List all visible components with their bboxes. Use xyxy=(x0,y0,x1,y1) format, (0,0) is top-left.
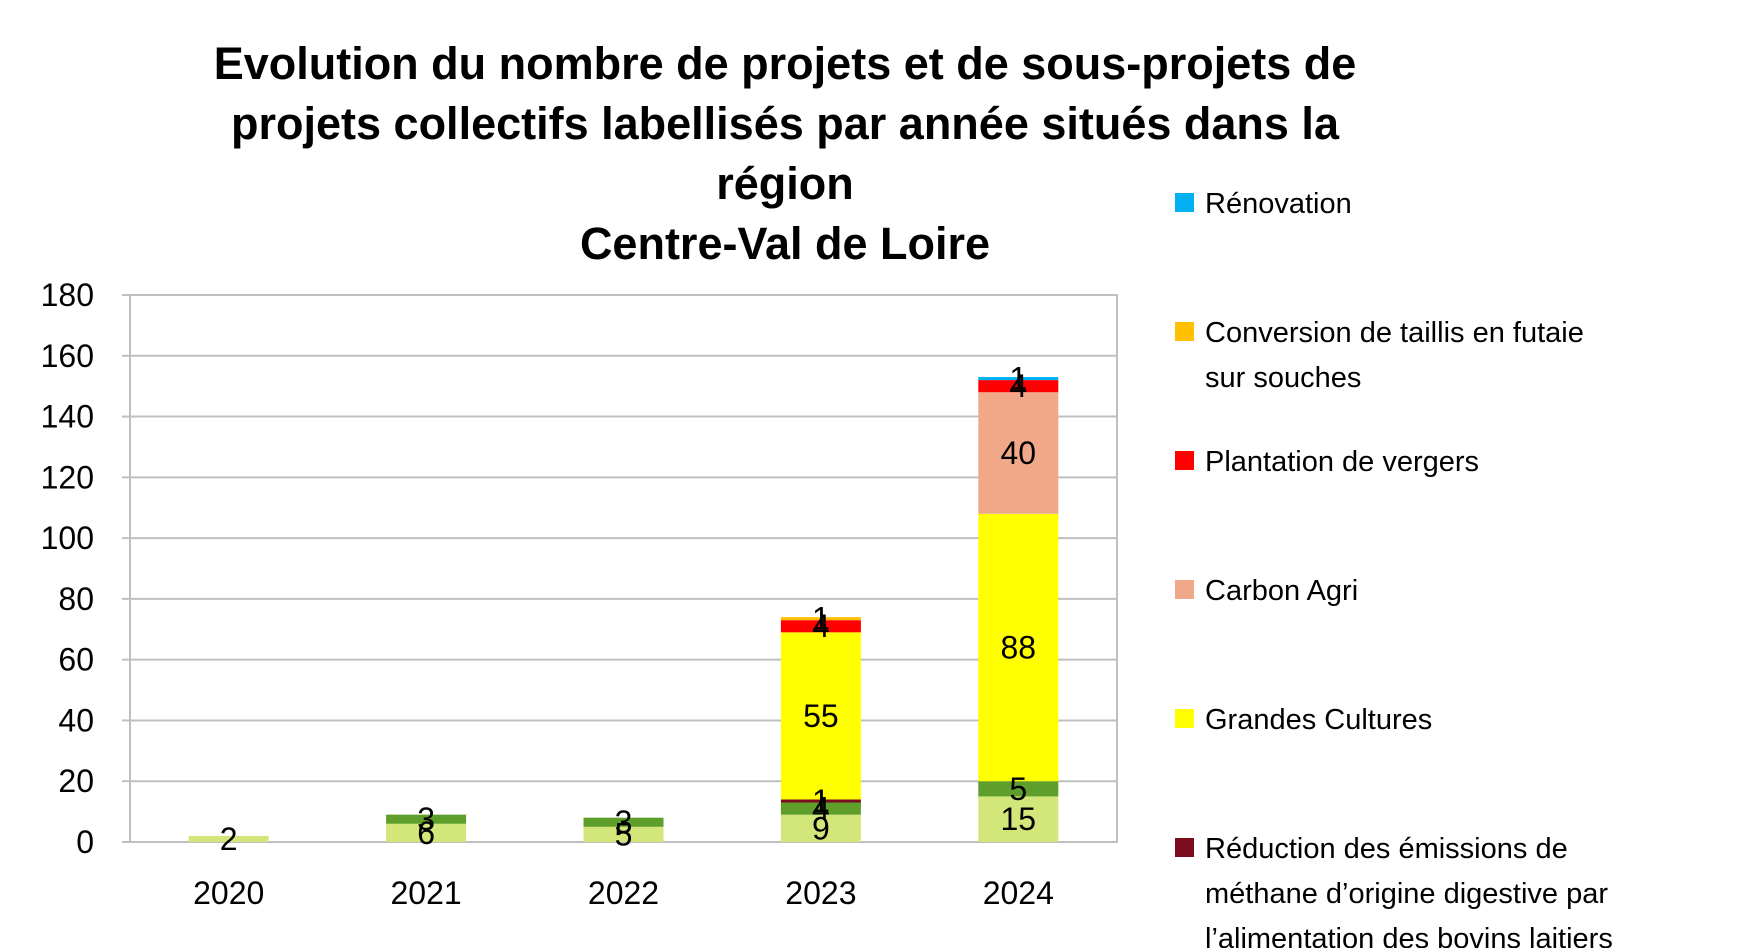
bar-segment xyxy=(978,513,1059,782)
bar-segment xyxy=(780,620,861,633)
legend[interactable]: Rénovation Conversion de taillis en futai… xyxy=(1175,188,1613,948)
y-tick-label: 20 xyxy=(58,763,94,799)
y-tick-label: 100 xyxy=(41,520,94,556)
data-label: 5 xyxy=(615,816,633,852)
plot-area-frame xyxy=(129,294,1118,843)
bar-segment xyxy=(386,823,467,842)
data-label: 6 xyxy=(417,815,435,851)
legend-swatch xyxy=(1175,709,1194,728)
y-tick-label: 140 xyxy=(41,399,94,435)
y-tick-label: 160 xyxy=(41,338,94,374)
legend-label: méthane d’origine digestive par xyxy=(1205,878,1608,910)
legend-swatch xyxy=(1175,580,1194,599)
data-label: 40 xyxy=(1001,435,1037,471)
gridlines xyxy=(130,354,1117,783)
chart-title-line-3: Centre-Val de Loire xyxy=(579,218,991,269)
chart-title: Evolution du nombre de projets et de sou… xyxy=(160,34,1410,274)
x-tick-label: 2024 xyxy=(983,875,1054,911)
chart-title-line-1: Evolution du nombre de projets et de sou… xyxy=(213,38,1357,89)
y-tick-label: 0 xyxy=(76,824,94,860)
chart-title-line-2: projets collectifs labellisés par année … xyxy=(231,98,1339,209)
data-label: 4 xyxy=(812,608,830,644)
data-label: 1 xyxy=(1009,361,1027,397)
legend-label: Réduction des émissions de xyxy=(1205,833,1568,865)
bar-segment xyxy=(780,799,861,803)
y-tick-label: 120 xyxy=(41,459,94,495)
legend-label: Plantation de vergers xyxy=(1205,446,1479,478)
x-tick-label: 2020 xyxy=(193,875,264,911)
bar-segment xyxy=(780,632,861,800)
x-tick-label: 2022 xyxy=(588,875,659,911)
y-tick-label: 80 xyxy=(58,581,94,617)
y-tick-label: 180 xyxy=(41,277,94,313)
data-label: 9 xyxy=(812,810,830,846)
data-label: 5 xyxy=(1009,771,1027,807)
bar-segment xyxy=(780,617,861,621)
data-label: 3 xyxy=(417,801,435,837)
x-tick-label: 2021 xyxy=(391,875,462,911)
legend-swatch xyxy=(1175,193,1194,212)
legend-label: l’alimentation des bovins laitiers xyxy=(1205,923,1613,948)
legend-swatch xyxy=(1175,451,1194,470)
x-tick-label: 2023 xyxy=(785,875,856,911)
legend-label: Carbon Agri xyxy=(1205,575,1358,607)
data-label: 2 xyxy=(220,821,238,857)
bar-segment xyxy=(583,826,664,842)
data-label: 1 xyxy=(812,601,830,637)
data-label: 4 xyxy=(812,791,830,827)
legend-swatch xyxy=(1175,322,1194,341)
data-label: 3 xyxy=(615,804,633,840)
bar-segment xyxy=(780,814,861,842)
bar-segment xyxy=(188,835,269,842)
bar-segment xyxy=(386,814,467,824)
legend-label: sur souches xyxy=(1205,362,1361,394)
y-axis: 0 20 40 60 80 100 120 140 160 180 xyxy=(41,277,130,860)
bars xyxy=(188,377,1059,842)
x-axis: 2020 2021 2022 2023 2024 xyxy=(193,875,1054,911)
data-label: 1 xyxy=(812,783,830,819)
legend-swatch xyxy=(1175,838,1194,857)
legend-label: Rénovation xyxy=(1205,188,1352,220)
data-label: 15 xyxy=(1001,801,1037,837)
data-label: 88 xyxy=(1001,630,1037,666)
data-label: 4 xyxy=(1009,368,1027,404)
bar-segment xyxy=(978,796,1059,842)
bar-segment xyxy=(978,781,1059,797)
y-tick-label: 40 xyxy=(58,702,94,738)
bar-segment xyxy=(978,380,1059,393)
y-tick-label: 60 xyxy=(58,642,94,678)
bar-segment xyxy=(780,802,861,815)
legend-label: Grandes Cultures xyxy=(1205,704,1432,736)
bar-segment xyxy=(583,817,664,827)
data-label: 55 xyxy=(803,698,839,734)
bar-segment xyxy=(978,392,1059,514)
bar-segment xyxy=(978,377,1059,381)
legend-label: Conversion de taillis en futaie xyxy=(1205,317,1584,349)
